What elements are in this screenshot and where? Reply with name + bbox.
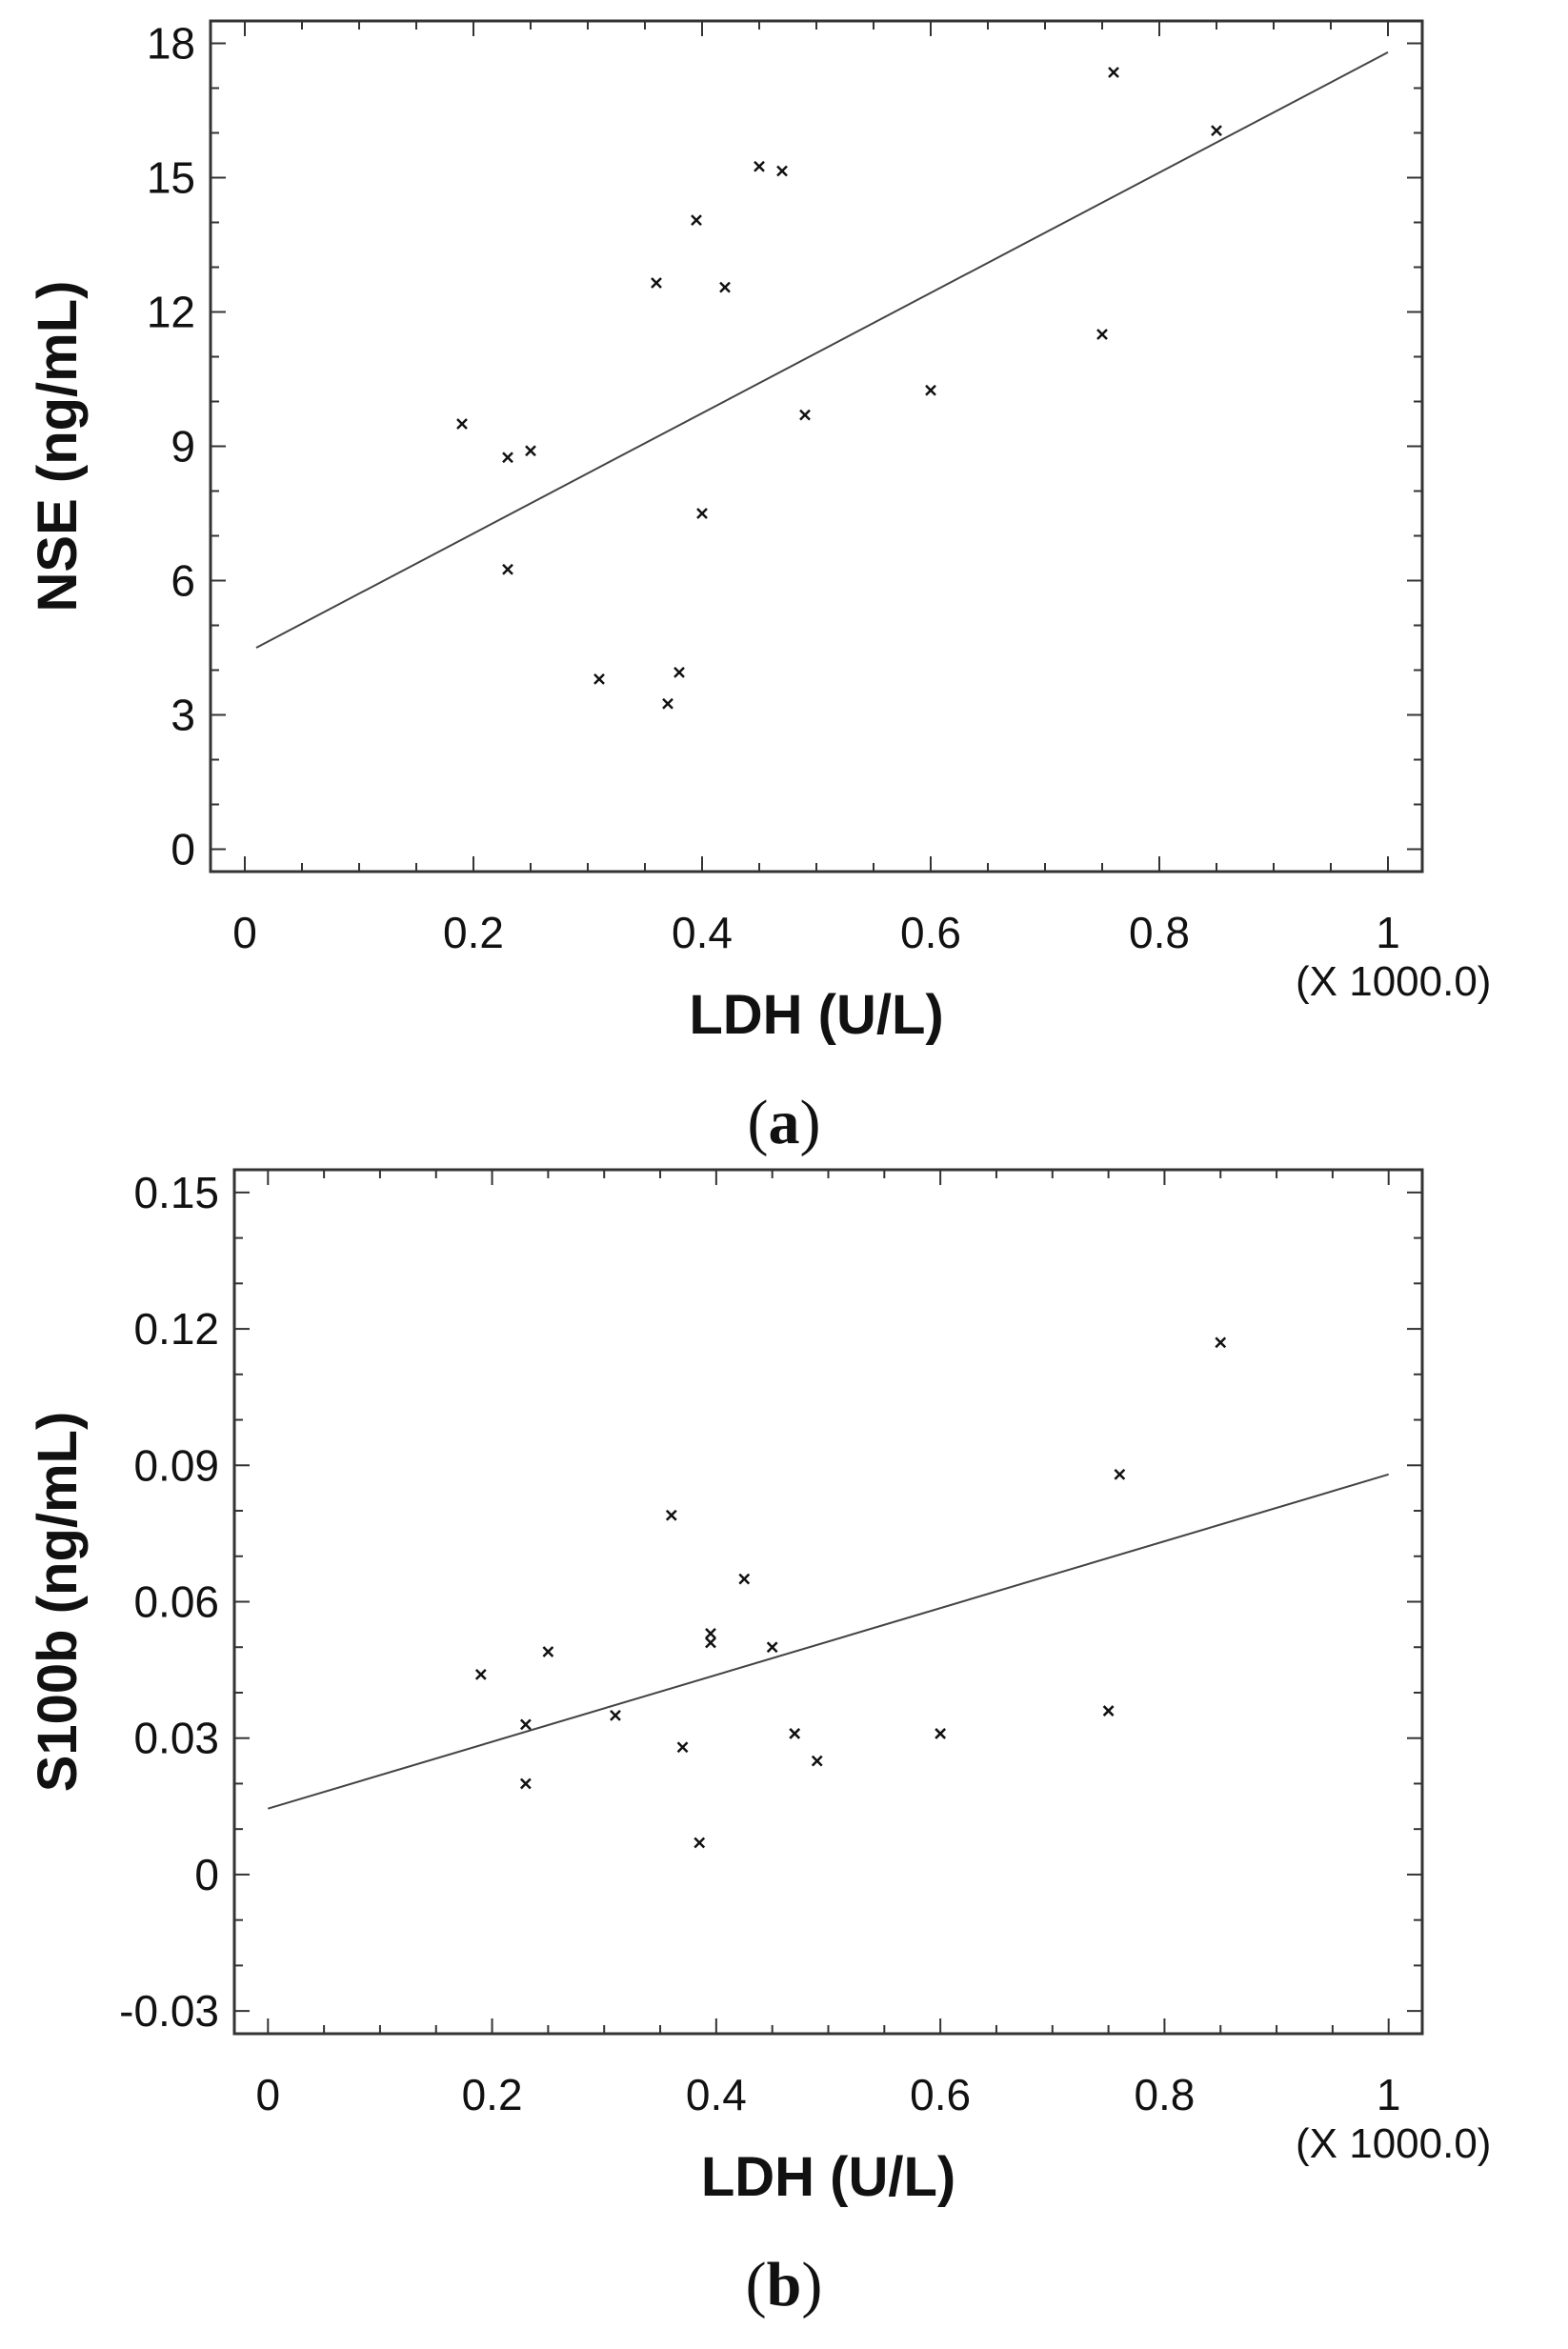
x-tick-label: 0.6 [910,2070,971,2119]
data-point [665,1509,677,1521]
y-tick-label: 15 [147,153,195,203]
plot-frame [209,19,1424,873]
y-tick-label: -0.03 [119,1986,219,2036]
data-point [542,1646,554,1657]
x-tick-label: 0.8 [1129,908,1190,957]
data-point [694,1837,706,1849]
data-point [474,1668,487,1680]
data-point [673,666,685,678]
data-point [935,1728,947,1739]
data-point [1108,67,1119,78]
y-tick-label: 18 [147,19,195,69]
data-point [811,1755,823,1767]
data-point [610,1709,621,1721]
y-tick-label: 3 [171,691,195,740]
y-axis-title: S100b (ng/mL) [27,1412,89,1793]
data-point [502,452,513,464]
data-point [789,1728,801,1739]
x-tick-label: 0.4 [672,908,733,957]
data-point [456,418,468,430]
x-tick-label: 1 [1376,908,1400,957]
data-point [766,1641,778,1654]
chart-panel-a: 0 0.2 0.4 0.6 0.8 1 0 3 6 9 12 15 18 LDH (U/L) NSE (ng… [27,19,1491,1158]
panel-label: (b) [746,2250,823,2319]
data-point [662,697,673,710]
data-point [519,1777,532,1790]
data-point [776,165,788,177]
data-point [1102,1705,1115,1717]
x-tick-label: 1 [1377,2070,1401,2119]
data-point [651,277,662,289]
y-tick-label: 0.12 [133,1304,219,1354]
x-axis-multiplier: (X 1000.0) [1296,958,1491,1005]
data-point [754,160,765,172]
regression-line [255,51,1389,649]
y-tick-label: 6 [171,556,195,606]
data-point [691,214,702,227]
data-point [696,508,708,519]
x-tick-label: 0.4 [686,2070,747,2119]
x-tick-label: 0 [255,2070,280,2119]
plot-frame [232,1168,1424,2036]
data-point [719,281,731,293]
y-tick-label: 0.03 [133,1714,219,1763]
y-tick-label: 9 [171,422,195,472]
x-tick-label: 0.6 [900,908,961,957]
x-tick-label: 0 [232,908,257,957]
data-point [519,1718,532,1731]
regression-line [268,1473,1389,1810]
y-tick-label: 0 [194,1850,219,1899]
panel-label: (a) [748,1088,821,1157]
data-point [1215,1336,1227,1349]
data-point [502,563,513,575]
y-tick-label: 0.09 [133,1440,219,1490]
x-axis-title: LDH (U/L) [689,984,943,1046]
chart-panel-b: 0 0.2 0.4 0.6 0.8 1 -0.03 0 0.03 0.06 0.09 0.12 0.15… [27,1168,1491,2319]
y-tick-label: 0.06 [133,1577,219,1627]
data-point [1096,329,1108,340]
data-point [925,384,936,396]
data-point [705,1628,716,1639]
y-tick-label: 12 [147,288,195,337]
y-axis-title: NSE (ng/mL) [27,281,89,612]
x-tick-label: 0.8 [1134,2070,1195,2119]
x-tick-label: 0.2 [443,908,504,957]
data-point [593,673,605,685]
data-point [738,1573,751,1585]
data-point [676,1741,689,1754]
data-point [1211,125,1222,137]
x-axis-title: LDH (U/L) [701,2146,955,2208]
y-tick-label: 0.15 [133,1168,219,1217]
data-point [525,445,536,457]
x-tick-label: 0.2 [462,2070,523,2119]
x-axis-multiplier: (X 1000.0) [1296,2120,1491,2167]
y-tick-label: 0 [171,825,195,874]
data-point [705,1636,716,1649]
data-point [1114,1468,1126,1480]
data-point [799,409,811,421]
